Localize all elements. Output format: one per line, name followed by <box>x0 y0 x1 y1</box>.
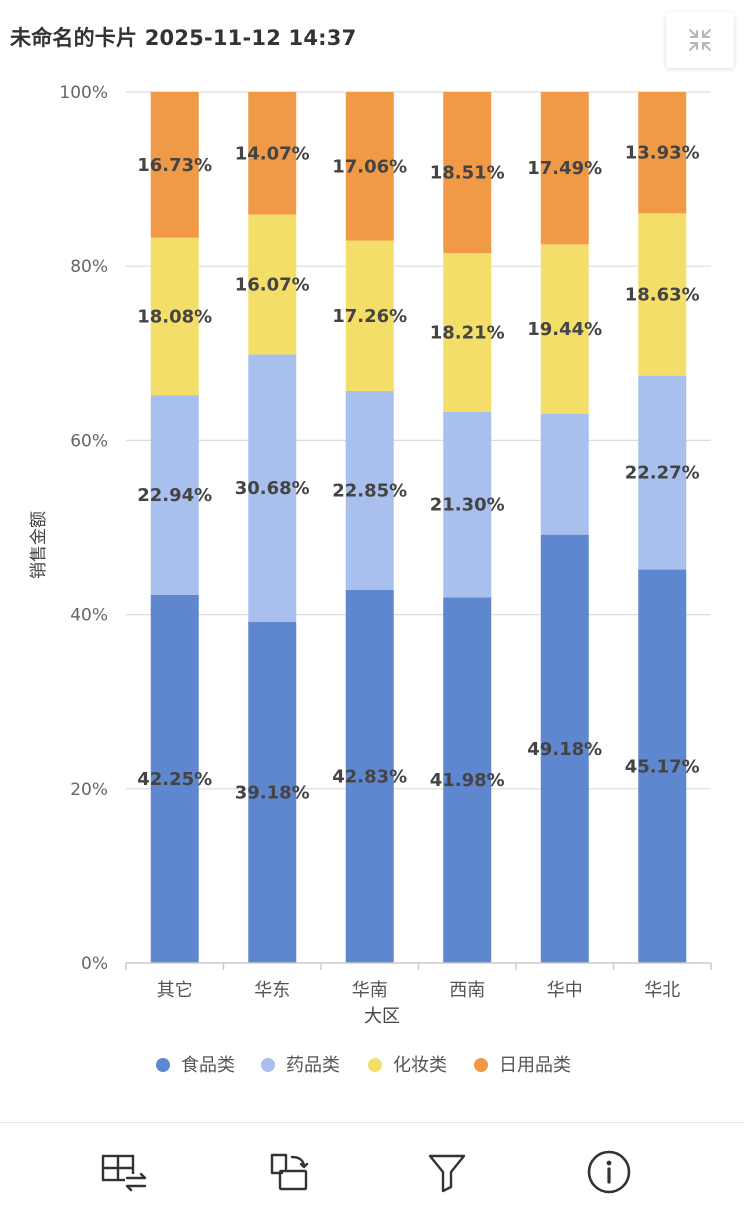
legend-label: 化妆类 <box>393 1055 447 1076</box>
data-label: 22.27% <box>625 463 700 484</box>
data-label: 42.83% <box>332 766 407 787</box>
bar-segment <box>150 237 199 396</box>
page-title: 未命名的卡片 2025-11-12 14:37 <box>10 26 357 50</box>
data-label: 17.26% <box>332 306 407 327</box>
data-label: 30.68% <box>235 478 310 499</box>
data-label: 16.07% <box>235 275 310 296</box>
data-label: 39.18% <box>235 782 310 803</box>
bar-segment <box>150 92 199 238</box>
bar-segment <box>443 597 492 963</box>
data-label: 14.07% <box>235 143 310 164</box>
data-label: 21.30% <box>430 495 505 516</box>
x-tick-label: 华南 <box>352 980 388 1001</box>
data-label: 16.73% <box>137 155 212 176</box>
bar-segment <box>638 569 687 963</box>
data-label: 45.17% <box>625 756 700 777</box>
y-tick-label: 20% <box>70 780 108 800</box>
info-icon[interactable] <box>585 1150 633 1194</box>
x-tick-label: 华北 <box>644 980 680 1001</box>
legend-swatch <box>474 1058 488 1072</box>
bar-segment <box>248 92 297 215</box>
data-label: 19.44% <box>527 319 602 340</box>
bar-segment <box>540 534 589 963</box>
y-tick-label: 40% <box>70 606 108 626</box>
y-axis-title: 销售金额 <box>29 511 49 579</box>
y-tick-label: 80% <box>70 257 108 277</box>
collapse-icon <box>689 29 711 51</box>
bar-segment <box>345 390 394 590</box>
data-label: 49.18% <box>527 739 602 760</box>
bar-segment <box>540 244 589 414</box>
bar-segment <box>443 411 492 598</box>
collapse-button[interactable] <box>666 12 734 68</box>
toolbar-divider <box>0 1122 744 1123</box>
bar-segment <box>638 375 687 570</box>
bar-segment <box>345 240 394 391</box>
x-axis-title: 大区 <box>364 1006 400 1027</box>
x-tick-label: 华东 <box>254 980 290 1001</box>
bar-segment <box>540 413 589 535</box>
legend-label: 食品类 <box>181 1055 235 1076</box>
bar-segment <box>443 92 492 254</box>
bar-segment <box>150 395 199 596</box>
rotate-icon[interactable] <box>264 1150 312 1194</box>
data-label: 13.93% <box>625 143 700 164</box>
bar-segment <box>540 92 589 245</box>
data-label: 41.98% <box>430 770 505 791</box>
bar-segment <box>150 595 199 963</box>
legend-swatch <box>261 1058 275 1072</box>
data-label: 18.08% <box>137 306 212 327</box>
data-label: 42.25% <box>137 769 212 790</box>
data-label: 18.63% <box>625 284 700 305</box>
bar-segment <box>638 213 687 376</box>
x-tick-label: 其它 <box>157 980 193 1001</box>
bar-segment <box>248 621 297 963</box>
x-tick-label: 西南 <box>449 980 485 1001</box>
data-label: 18.51% <box>430 163 505 184</box>
y-tick-label: 100% <box>59 83 108 103</box>
y-tick-label: 0% <box>81 954 108 974</box>
stacked-percent-bar-chart: 0% 20% 40% 60% 80% 100% 42.25% 22.94% 18.08% 16.7… <box>29 83 712 1076</box>
bar-segment <box>248 354 297 622</box>
bar-segment <box>638 92 687 214</box>
data-label: 18.21% <box>430 323 505 344</box>
legend-label: 药品类 <box>286 1055 340 1076</box>
legend-label: 日用品类 <box>499 1055 571 1076</box>
y-tick-label: 60% <box>70 431 108 451</box>
data-label: 17.49% <box>527 158 602 179</box>
legend-swatch <box>156 1058 170 1072</box>
filter-icon[interactable] <box>423 1150 471 1194</box>
data-label: 22.85% <box>332 480 407 501</box>
bar-segment <box>345 92 394 241</box>
data-label: 17.06% <box>332 156 407 177</box>
bar-segment <box>443 253 492 412</box>
x-tick-label: 华中 <box>547 980 583 1001</box>
data-label: 22.94% <box>137 485 212 506</box>
bar-segment <box>345 589 394 963</box>
legend-swatch <box>368 1058 382 1072</box>
table-swap-icon[interactable] <box>101 1150 149 1194</box>
bar-segment <box>248 214 297 355</box>
